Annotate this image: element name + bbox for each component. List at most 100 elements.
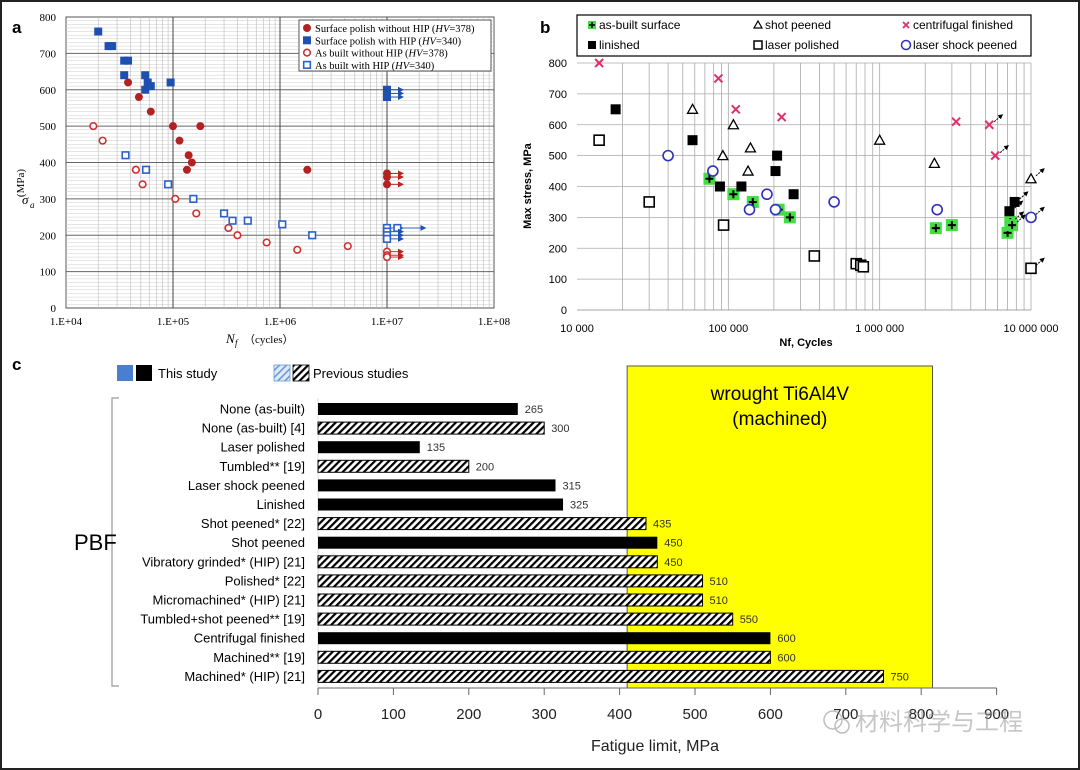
legend-entry-label: shot peened <box>765 18 831 32</box>
data-point <box>184 151 193 160</box>
legend-entry: as-built surface <box>588 18 681 32</box>
bar-row: Tumbled** [19] 200 <box>219 459 494 474</box>
data-point <box>687 135 698 146</box>
y-tick-label: 600 <box>40 85 57 97</box>
panel-c-legend: This study Previous studies <box>117 364 409 382</box>
panel-a-label: a <box>12 18 22 37</box>
data-point <box>196 122 205 131</box>
y-tick-label: 300 <box>40 194 57 206</box>
x-tick-label: 600 <box>758 706 783 723</box>
reference-region-label-2: (machined) <box>732 409 827 430</box>
bar <box>318 441 420 454</box>
reference-region-label-1: wrought Ti6Al4V <box>710 384 850 405</box>
data-point <box>772 150 783 161</box>
panel-b-xlabel: Nf, Cycles <box>779 337 832 349</box>
bar-value-label: 135 <box>427 442 445 454</box>
bar-category-label: Linished <box>257 497 305 512</box>
x-tick-label: 500 <box>682 706 707 723</box>
bar-category-label: Tumbled+shot peened** [19] <box>140 612 305 627</box>
pbf-group-label: PBF <box>74 530 117 555</box>
watermark: 材料科学与工程 <box>823 709 1023 736</box>
legend-previous-studies: Previous studies <box>313 366 409 381</box>
bar-row: None (as-built) [4] 300 <box>202 421 570 436</box>
bar-category-label: Micromachined* (HIP) [21] <box>153 593 305 608</box>
data-point <box>731 104 741 115</box>
data-point <box>146 107 155 116</box>
x-tick-label: 300 <box>532 706 557 723</box>
data-point <box>171 194 180 203</box>
data-point <box>134 93 143 102</box>
bar-row: None (as-built) 265 <box>220 402 543 417</box>
y-tick-label: 200 <box>549 243 567 255</box>
x-tick-label: 1.E+04 <box>50 316 83 328</box>
data-point <box>1024 172 1038 184</box>
data-point <box>716 149 729 161</box>
x-tick-label: 200 <box>456 706 481 723</box>
panel-a-legend: Surface polish without HIP (HV=378)Surfa… <box>298 19 492 72</box>
panel-a: a 0 100 200 300 400 500 600 700 800 1.E+04 1.E+05 1… <box>12 12 511 348</box>
data-point-plus <box>748 197 757 206</box>
bar-row: Shot peened 450 <box>231 535 682 550</box>
legend-swatch-hatched-black <box>292 364 310 382</box>
data-point <box>873 133 886 145</box>
bar-value-label: 450 <box>664 557 682 569</box>
data-point <box>984 120 994 130</box>
data-point <box>94 27 103 36</box>
panel-b-points <box>593 58 1045 275</box>
data-point <box>192 209 201 218</box>
panel-b-label: b <box>540 18 550 37</box>
bar-value-label: 200 <box>476 461 494 473</box>
y-tick-label: 300 <box>549 212 567 224</box>
bar <box>318 479 556 492</box>
bar-category-label: Shot peened* [22] <box>201 516 305 531</box>
bar-row: Shot peened* [22] 435 <box>201 516 671 531</box>
data-point <box>951 116 961 127</box>
data-point <box>593 134 605 146</box>
legend-entry: laser polished <box>753 38 839 52</box>
bar-value-label: 450 <box>664 538 682 550</box>
y-tick-label: 0 <box>561 305 567 317</box>
data-point <box>776 112 787 122</box>
data-point <box>714 181 725 192</box>
data-point <box>124 78 133 87</box>
data-point <box>224 223 233 233</box>
bar-value-label: 750 <box>891 671 909 683</box>
bar-category-label: Centrifugal finished <box>194 631 305 646</box>
bar <box>318 403 518 415</box>
data-point <box>124 56 133 65</box>
data-point <box>303 36 311 45</box>
panel-a-ylabel-unit: (MPa) <box>15 169 27 197</box>
data-point <box>857 260 870 273</box>
data-point <box>1009 196 1020 207</box>
bar-value-label: 600 <box>777 652 795 664</box>
data-point <box>931 203 944 216</box>
data-point <box>788 189 799 200</box>
bar-row: Vibratory grinded* (HIP) [21] 450 <box>142 554 683 569</box>
pbf-bracket <box>111 397 119 687</box>
data-point <box>393 223 402 233</box>
data-point <box>308 231 317 240</box>
y-tick-label: 700 <box>40 48 57 60</box>
legend-entry: shot peened <box>752 18 831 32</box>
data-point <box>1025 262 1037 275</box>
data-point <box>243 216 252 225</box>
bar <box>318 536 658 549</box>
bar <box>317 669 884 683</box>
legend-entry: linished <box>588 38 640 52</box>
data-point <box>278 220 287 229</box>
data-point <box>1004 206 1015 217</box>
data-point <box>228 216 237 225</box>
bar-category-label: Laser shock peened <box>188 478 305 493</box>
data-point <box>828 196 840 208</box>
data-point <box>717 219 730 231</box>
bar <box>317 650 771 664</box>
data-point <box>166 78 175 87</box>
y-tick-label: 500 <box>549 151 567 163</box>
legend-entry-label: linished <box>599 38 640 52</box>
panel-a-y-axis-label: σ a (MPa) <box>15 169 35 210</box>
bar-row: Laser shock peened 315 <box>188 478 581 493</box>
panel-a-xlabel-sub: f <box>235 338 239 348</box>
legend-entry-label: As built without HIP (HV=378) <box>315 49 448 60</box>
y-tick-label: 400 <box>549 182 567 194</box>
